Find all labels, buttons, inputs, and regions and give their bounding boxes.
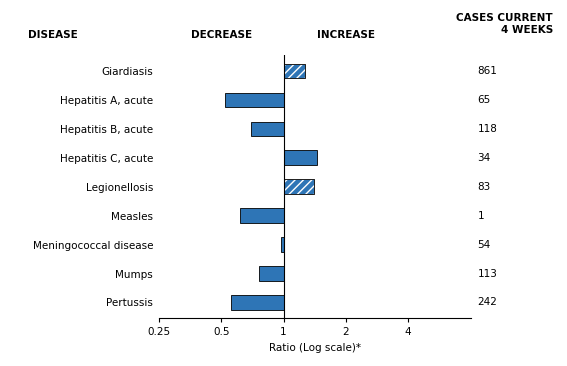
X-axis label: Ratio (Log scale)*: Ratio (Log scale)*	[269, 343, 361, 353]
Text: 65: 65	[477, 95, 491, 105]
Text: 242: 242	[477, 298, 497, 307]
Text: INCREASE: INCREASE	[317, 30, 375, 40]
Text: DISEASE: DISEASE	[28, 30, 78, 40]
Text: CASES CURRENT
4 WEEKS: CASES CURRENT 4 WEEKS	[456, 13, 553, 35]
Bar	[284, 150, 317, 165]
Bar	[251, 122, 284, 136]
Text: DECREASE: DECREASE	[191, 30, 252, 40]
Bar	[284, 64, 305, 78]
Text: 861: 861	[477, 66, 497, 76]
Text: 118: 118	[477, 124, 497, 134]
Text: 54: 54	[477, 240, 491, 250]
Bar	[231, 295, 284, 310]
Bar	[225, 93, 284, 107]
Text: 34: 34	[477, 153, 491, 163]
Bar	[284, 179, 314, 194]
Bar	[284, 64, 305, 78]
Bar	[281, 237, 284, 252]
Bar	[259, 266, 284, 281]
Text: 83: 83	[477, 182, 491, 192]
Text: 113: 113	[477, 269, 497, 279]
Bar	[284, 64, 305, 78]
Bar	[240, 208, 284, 223]
Text: 1: 1	[477, 210, 484, 221]
Bar	[284, 179, 314, 194]
Bar	[284, 179, 314, 194]
